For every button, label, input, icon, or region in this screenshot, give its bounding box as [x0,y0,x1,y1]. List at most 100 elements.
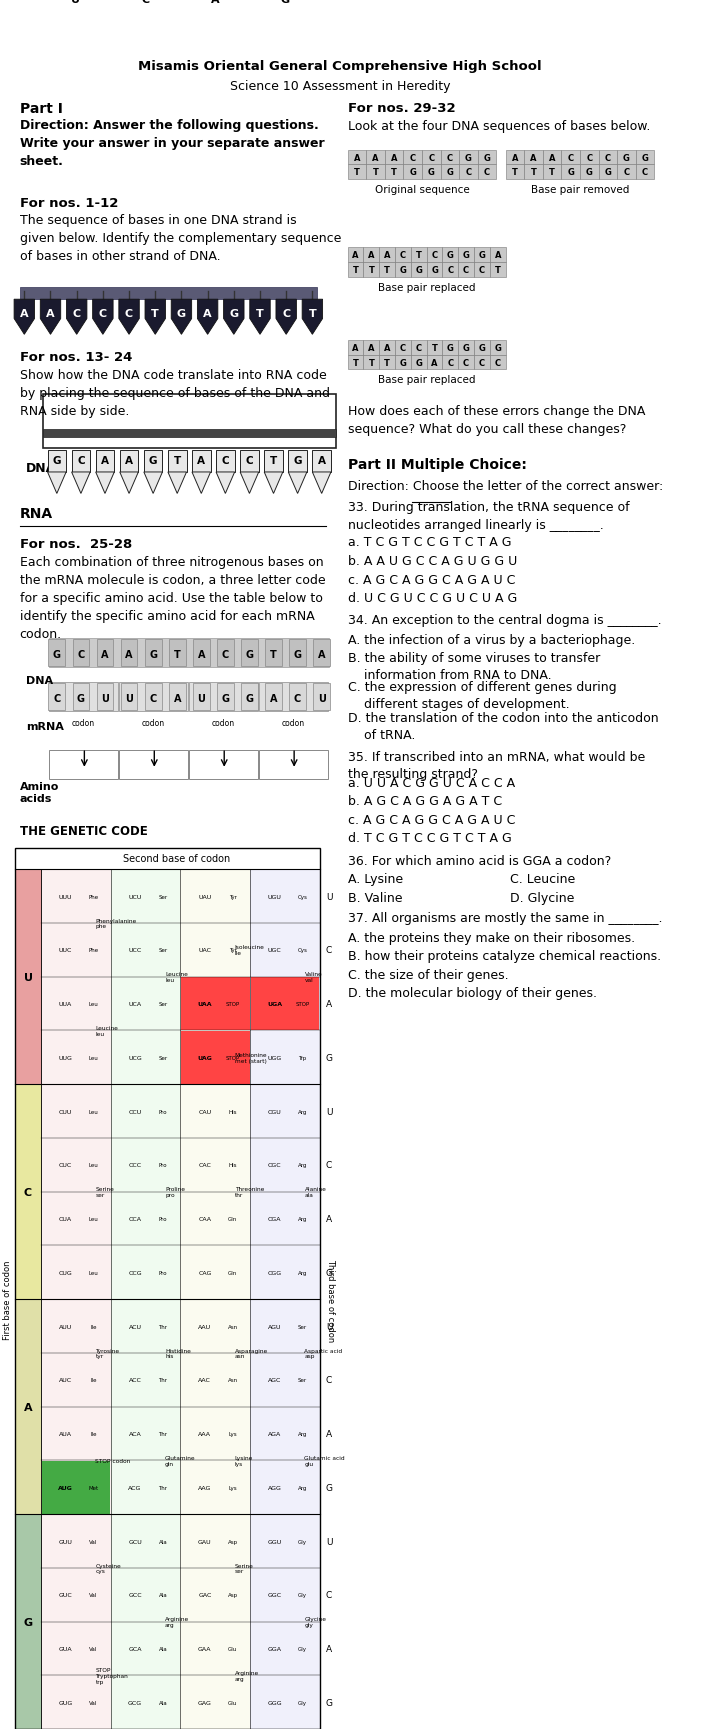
Text: Glutamine
gln: Glutamine gln [165,1455,196,1465]
Text: G: G [447,251,454,260]
Text: CCG: CCG [128,1270,142,1275]
Text: Original sequence: Original sequence [374,185,469,196]
Text: UUG: UUG [58,1055,73,1060]
Text: Direction: Choose the letter of the correct answer:: Direction: Choose the letter of the corr… [348,480,663,492]
Text: G: G [149,456,158,466]
Text: A: A [352,251,359,260]
Text: A: A [326,1214,332,1223]
Bar [120,682,189,712]
Text: a. U U A C G G U C A C C A: a. U U A C G G U C A C C A [348,776,515,790]
Text: Methionine
met (start): Methionine met (start) [235,1053,267,1063]
Text: A: A [211,0,220,5]
Text: C: C [24,1186,32,1197]
Text: T: T [384,359,390,367]
Bar [251,977,320,1031]
Text: Ser: Ser [298,1377,307,1382]
Text: G: G [325,1268,333,1276]
Bar [543,165,562,180]
Text: C: C [326,1375,332,1384]
Text: Glu: Glu [228,1699,238,1704]
Text: A: A [125,650,132,660]
Bar [562,151,580,165]
Bar [379,355,395,371]
Text: Ala: Ala [158,1538,167,1543]
Bar [73,684,89,710]
Text: ACU: ACU [129,1323,142,1328]
Text: CAC: CAC [199,1162,211,1167]
Text: A: A [352,345,359,353]
Text: Gly: Gly [298,1592,307,1597]
Text: Valine
val: Valine val [305,972,323,982]
Text: C: C [465,168,472,177]
Bar [15,1084,41,1299]
Text: Trp: Trp [298,1055,307,1060]
Text: Tyr: Tyr [229,894,237,899]
Bar [458,341,474,355]
Bar [169,639,186,667]
Bar [524,165,543,180]
Polygon shape [40,300,60,334]
Text: For nos. 1-12: For nos. 1-12 [19,197,118,210]
Text: GGC: GGC [267,1592,282,1597]
Text: UCC: UCC [128,947,142,953]
Text: CUU: CUU [59,1108,72,1114]
Text: Serine
ser: Serine ser [95,1186,114,1197]
Text: Thr: Thr [158,1431,168,1436]
Text: Val: Val [89,1645,97,1651]
Bar [403,151,422,165]
Bar [48,639,66,667]
Text: G: G [484,154,490,163]
Text: Base pair replaced: Base pair replaced [378,282,475,293]
Text: C: C [326,1160,332,1169]
Text: b. A A U G C C A G U G G U: b. A A U G C C A G U G G U [348,554,517,568]
Text: AGU: AGU [268,1323,282,1328]
Polygon shape [288,473,307,494]
Text: G: G [463,345,469,353]
Bar [617,151,636,165]
Bar [443,355,458,371]
Text: CUG: CUG [58,1270,72,1275]
Text: Thr: Thr [158,1377,168,1382]
Text: Lysine
lys: Lysine lys [235,1455,253,1465]
Text: A: A [24,1401,32,1412]
Bar [144,452,163,473]
Text: CCC: CCC [129,1162,142,1167]
Text: Arginine
arg: Arginine arg [165,1616,189,1626]
Text: Arg: Arg [297,1484,307,1490]
Bar [443,248,458,263]
Text: T: T [174,650,181,660]
Text: A: A [495,251,501,260]
Text: Serine
ser: Serine ser [235,1562,253,1573]
Text: Show how the DNA code translate into RNA code
by placing the sequence of bases o: Show how the DNA code translate into RNA… [19,369,330,417]
Text: AAG: AAG [198,1484,212,1490]
Text: C: C [447,154,453,163]
Text: T: T [549,168,555,177]
Text: AAA: AAA [198,1431,211,1436]
Bar [42,1462,110,1514]
Text: UGG: UGG [267,1055,282,1060]
Text: U: U [71,0,81,5]
Text: Leu: Leu [89,1162,98,1167]
Text: G: G [400,265,406,275]
Bar [348,151,366,165]
Text: Direction: Answer the following questions.
Write your answer in your separate an: Direction: Answer the following question… [19,118,324,168]
Text: STOP codon: STOP codon [95,1458,130,1464]
Text: AUU: AUU [59,1323,72,1328]
Text: G: G [400,359,406,367]
Bar [443,263,458,277]
Bar [181,977,250,1031]
Text: UAA: UAA [197,1001,212,1006]
Bar [240,452,258,473]
Text: UAG: UAG [197,1055,212,1060]
Text: GUC: GUC [58,1592,72,1597]
Text: T: T [431,345,438,353]
Text: C: C [586,154,593,163]
Bar [348,248,364,263]
Text: T: T [256,308,264,319]
Bar [193,684,210,710]
Bar [474,355,490,371]
Text: Ala: Ala [158,1592,167,1597]
Text: C: C [463,265,469,275]
Text: AGC: AGC [268,1377,282,1382]
Text: T: T [270,456,277,466]
